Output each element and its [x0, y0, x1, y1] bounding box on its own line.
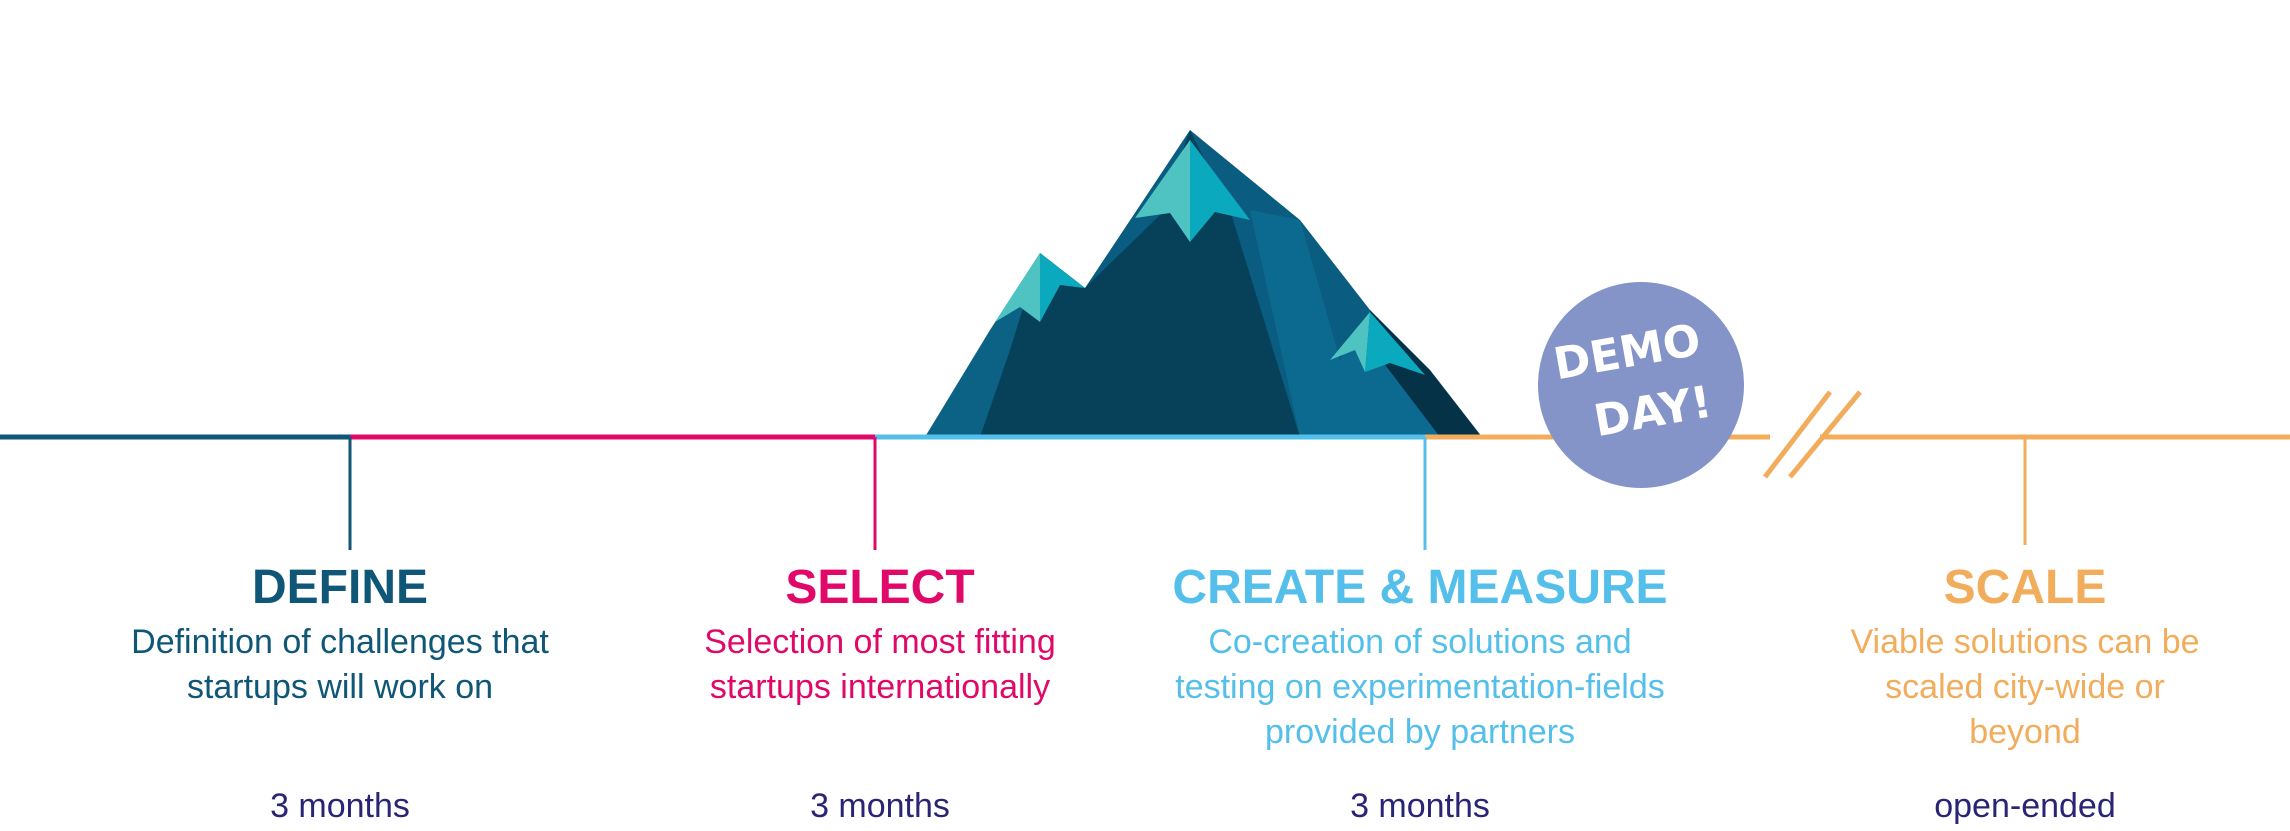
- snow-cap-main-dark: [1190, 140, 1250, 242]
- snow-cap-right-dark: [1365, 312, 1425, 375]
- demo-day-circle: [1538, 282, 1744, 488]
- phase-description: Viable solutions can be scaled city-wide…: [1850, 623, 2200, 751]
- phase-title: CREATE & MEASURE: [1172, 561, 1668, 614]
- phase-title: SCALE: [1943, 561, 2107, 614]
- phase-duration: 3 months: [270, 787, 410, 825]
- mountain-body-dark: [960, 130, 1300, 437]
- timeline-break-mark-1: [1763, 390, 1832, 479]
- snow-cap-right-light: [1330, 312, 1370, 372]
- phase-description: Definition of challenges that startups w…: [131, 623, 549, 706]
- snow-cap-left-dark: [1040, 253, 1085, 322]
- phase-duration: 3 months: [1350, 787, 1490, 825]
- phase-title: DEFINE: [251, 561, 428, 614]
- demo-day-badge: DEMO DAY!: [1538, 282, 1744, 488]
- phase-description: Co-creation of solutions and testing on …: [1175, 623, 1665, 751]
- phase-duration: 3 months: [810, 787, 950, 825]
- timeline-break-mark-2: [1788, 390, 1862, 479]
- mountain-ridge-right: [1370, 310, 1482, 437]
- snow-cap-main-light: [1135, 140, 1190, 242]
- phase-title: SELECT: [785, 561, 975, 614]
- mountain-illustration: [925, 130, 1482, 437]
- snow-cap-left-light: [995, 253, 1040, 322]
- phase-description: Selection of most fitting startups inter…: [704, 623, 1056, 706]
- phase-duration: open-ended: [1934, 787, 2116, 825]
